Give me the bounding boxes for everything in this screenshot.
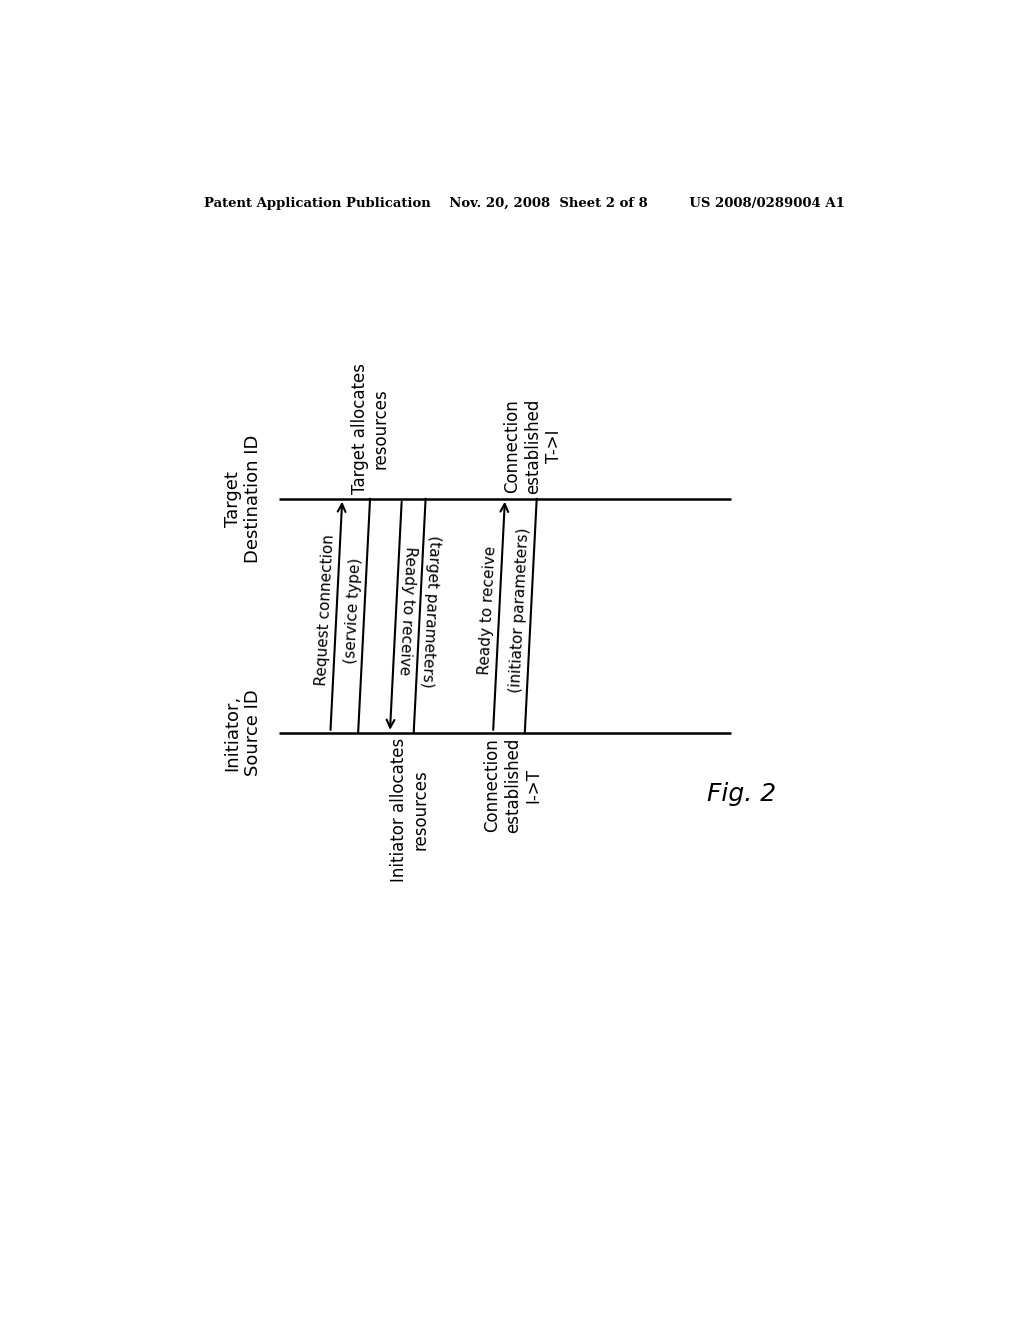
Text: Connection
established
I->T: Connection established I->T	[483, 738, 543, 833]
Text: Ready to receive: Ready to receive	[477, 545, 499, 675]
Text: Target allocates
resources: Target allocates resources	[350, 363, 389, 494]
Text: (service type): (service type)	[343, 557, 364, 664]
Text: (initiator parameters): (initiator parameters)	[508, 528, 531, 693]
Text: Patent Application Publication    Nov. 20, 2008  Sheet 2 of 8         US 2008/02: Patent Application Publication Nov. 20, …	[205, 197, 845, 210]
Text: Target
Destination ID: Target Destination ID	[223, 434, 262, 564]
Text: Connection
established
T->I: Connection established T->I	[503, 399, 562, 494]
Text: Request connection: Request connection	[313, 535, 337, 686]
Text: (target parameters): (target parameters)	[420, 535, 442, 688]
Text: Fig. 2: Fig. 2	[708, 781, 776, 805]
Text: Ready to receive: Ready to receive	[396, 546, 418, 676]
Text: Initiator,
Source ID: Initiator, Source ID	[223, 689, 262, 776]
Text: Initiator allocates
resources: Initiator allocates resources	[390, 738, 429, 882]
